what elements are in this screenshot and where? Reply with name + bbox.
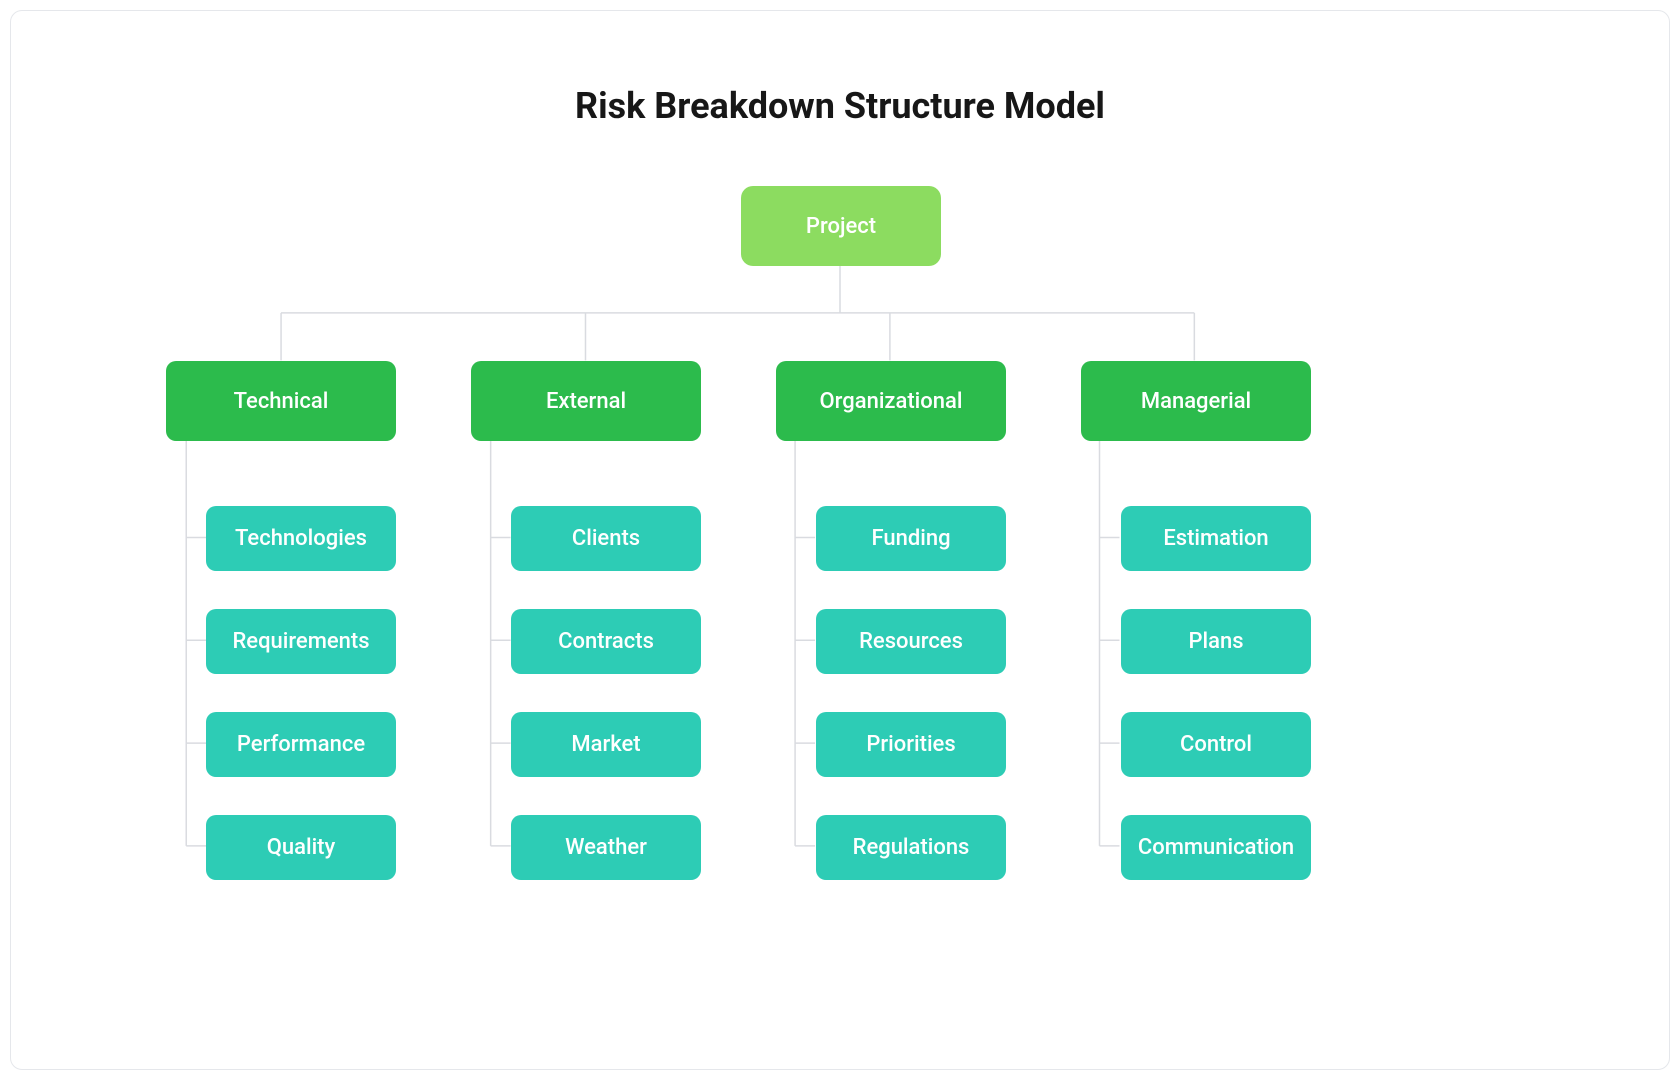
leaf-node-2-2-label: Priorities — [866, 732, 955, 757]
diagram-frame: Risk Breakdown Structure Model Project Te… — [10, 10, 1670, 1070]
leaf-node-2-1: Resources — [816, 609, 1006, 674]
leaf-node-0-2-label: Performance — [237, 732, 365, 757]
diagram-title: Risk Breakdown Structure Model — [11, 85, 1669, 127]
root-node-label: Project — [806, 214, 876, 239]
leaf-node-3-3: Communication — [1121, 815, 1311, 880]
leaf-node-1-0: Clients — [511, 506, 701, 571]
leaf-node-1-1-label: Contracts — [558, 629, 654, 654]
leaf-node-1-2: Market — [511, 712, 701, 777]
category-node-1: External — [471, 361, 701, 441]
category-node-1-label: External — [546, 389, 626, 414]
leaf-node-0-0-label: Technologies — [235, 526, 367, 551]
leaf-node-2-3: Regulations — [816, 815, 1006, 880]
leaf-node-3-0: Estimation — [1121, 506, 1311, 571]
category-node-2-label: Organizational — [820, 389, 963, 414]
leaf-node-0-0: Technologies — [206, 506, 396, 571]
leaf-node-1-2-label: Market — [571, 732, 640, 757]
root-node: Project — [741, 186, 941, 266]
leaf-node-3-1-label: Plans — [1188, 629, 1243, 654]
category-node-3: Managerial — [1081, 361, 1311, 441]
leaf-node-3-1: Plans — [1121, 609, 1311, 674]
leaf-node-3-2: Control — [1121, 712, 1311, 777]
leaf-node-2-0: Funding — [816, 506, 1006, 571]
category-node-0: Technical — [166, 361, 396, 441]
leaf-node-3-0-label: Estimation — [1163, 526, 1268, 551]
leaf-node-2-0-label: Funding — [871, 526, 950, 551]
leaf-node-1-3: Weather — [511, 815, 701, 880]
leaf-node-0-3-label: Quality — [267, 835, 336, 860]
leaf-node-0-2: Performance — [206, 712, 396, 777]
leaf-node-1-0-label: Clients — [572, 526, 640, 551]
leaf-node-0-3: Quality — [206, 815, 396, 880]
leaf-node-2-2: Priorities — [816, 712, 1006, 777]
category-node-3-label: Managerial — [1141, 389, 1251, 414]
leaf-node-3-3-label: Communication — [1138, 835, 1294, 860]
leaf-node-0-1-label: Requirements — [232, 629, 369, 654]
category-node-0-label: Technical — [234, 389, 329, 414]
leaf-node-3-2-label: Control — [1180, 732, 1252, 757]
leaf-node-0-1: Requirements — [206, 609, 396, 674]
category-node-2: Organizational — [776, 361, 1006, 441]
leaf-node-2-1-label: Resources — [859, 629, 963, 654]
leaf-node-2-3-label: Regulations — [853, 835, 970, 860]
leaf-node-1-3-label: Weather — [565, 835, 647, 860]
leaf-node-1-1: Contracts — [511, 609, 701, 674]
